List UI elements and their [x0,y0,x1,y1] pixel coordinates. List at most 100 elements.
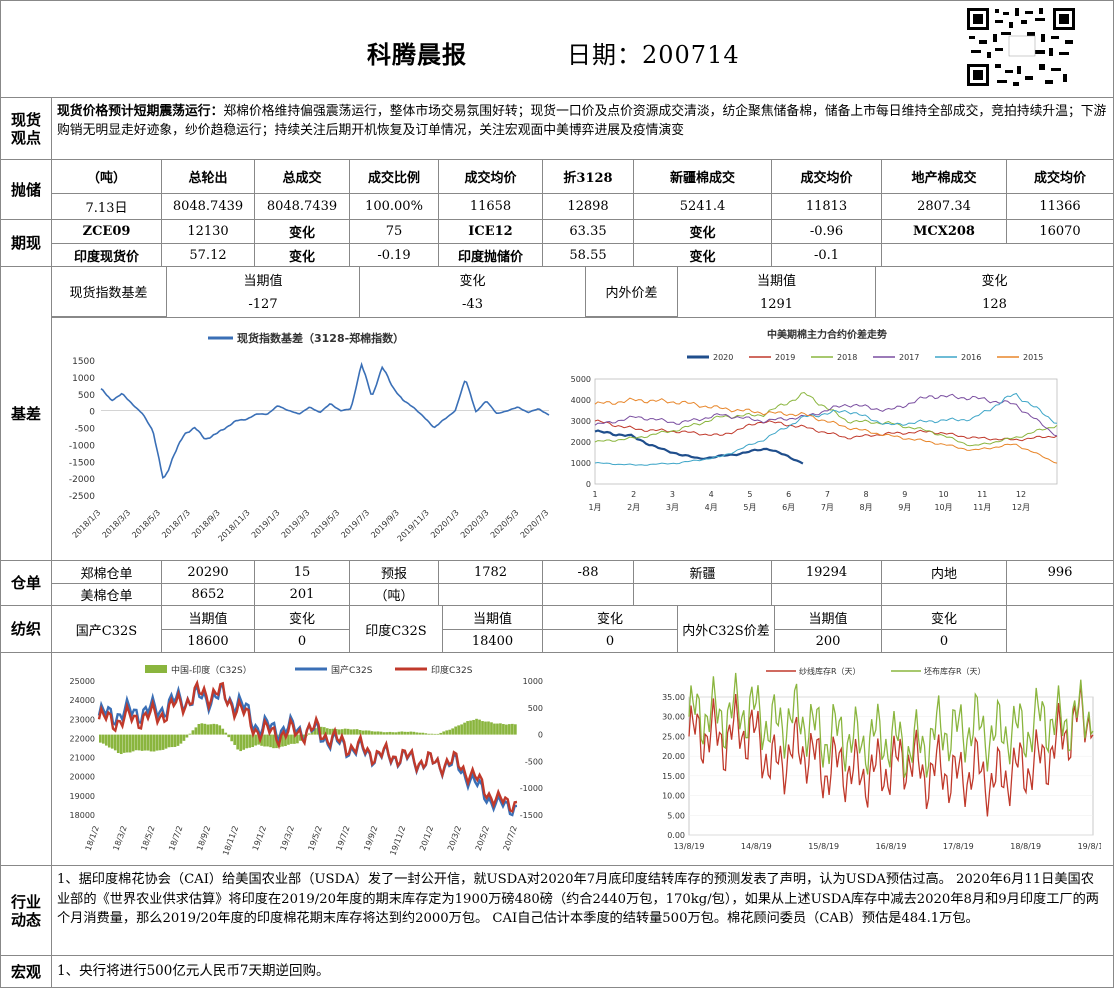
diff-bar [296,734,299,744]
diff-bar [200,723,204,735]
diff-bar [343,728,347,735]
diff-bar [257,734,260,745]
warehouse-r2-0: 美棉仓单 [51,583,161,606]
report-title: 科腾晨报 [367,40,467,69]
diff-bar [448,729,452,735]
diff-bar [245,734,248,749]
warehouse-r2-empty-4 [438,583,542,606]
diff-bar [170,734,174,748]
x-tick-label: 2018/7/3 [160,508,192,540]
warehouse-section: 仓单 郑棉仓单 20290 15 预报 1782 -88 新疆 19294 内地 996 美棉仓单 8… [1,561,1113,606]
diff-bar [397,731,401,735]
y-tick-label: 4000 [571,396,591,405]
diff-bar [293,734,296,744]
macro-text: 1、央行将进行500亿元人民币7天期逆回购。 [57,963,330,979]
textile-chg-1: 0 [542,629,677,653]
yarn-price-chart: 中国-印度（C32S） 国产C32S 印度C32S 18000 19000 20000 21… [70,664,543,857]
diff-bar [152,734,156,752]
diff-bar [104,734,108,746]
x-tick-label: 19/1/2 [251,825,268,852]
auction-side-label: 抛储 [1,160,52,219]
diff-bar [149,734,153,752]
diff-bar [400,731,404,735]
diff-bar [460,724,463,735]
futures-r2-0: 印度现货价 [51,243,161,267]
legend-label: 现货指数基差（3128-郑棉指数） [237,331,404,345]
x-tick-label: 19/9/2 [362,825,379,852]
x-tick-label: 9月 [898,503,911,512]
diff-bar [167,734,171,748]
diff-bar [433,733,437,735]
diff-bar [128,734,132,753]
diff-bar [236,734,240,750]
warehouse-r1-4: 1782 [438,561,542,583]
diff-bar [424,733,428,735]
diff-bar [466,721,469,735]
x-tick-label: 20/3/2 [446,825,463,852]
spread-chg-value: 128 [875,292,1113,317]
x-tick-label: 2020/5/3 [489,508,521,540]
diff-bar [191,730,195,735]
diff-bar [406,731,410,735]
y-tick-label: -500 [75,425,96,435]
y-tick-label: 3000 [571,417,591,426]
futures-r1-1: 12130 [161,220,254,243]
x-tick-label: 10月 [934,503,952,512]
x-tick-label: 2020/3/3 [459,508,491,540]
diff-bar [131,734,135,752]
x-tick-label: 4月 [705,503,718,512]
x-tick-label: 18/5/2 [139,825,156,852]
y-tick-label: -2000 [69,475,95,485]
y-tick-label: 24000 [70,696,95,705]
y2-tick-label: -1000 [520,784,543,793]
textile-empty [1006,606,1113,653]
futures-r2-3: -0.19 [349,243,438,267]
warehouse-r2-empty-5 [542,583,633,606]
diff-bar [197,723,201,735]
diff-bar [281,734,284,747]
diff-bar [107,734,111,748]
warehouse-r2-3: （吨） [349,583,438,606]
diff-bar [140,734,144,751]
industry-section: 行业 动态 1、据印度棉花协会（CAI）给美国农业部（USDA）发了一封公开信，就… [1,866,1113,956]
auction-header-5: 折3128 [542,160,633,193]
x-tick-label: 18/8/19 [1010,842,1041,851]
inventory-chart: 纱线库存R（天） 坯布库存R（天） 35.00 30.00 25.00 20.00 15.0… [662,666,1101,851]
warehouse-r1-9: 996 [1006,561,1113,583]
auction-header-9: 成交均价 [1006,160,1113,193]
auction-value-5: 12898 [542,193,633,220]
textile-side-label: 纺织 [1,606,52,652]
diff-bar [469,720,472,735]
x-tick-label: 6月 [782,503,795,512]
x-tick-label: 19/5/2 [307,825,324,852]
basis-chart: 现货指数基差（3128-郑棉指数） 1500 1000 500 0 -500 -1000 -1… [69,331,551,543]
x-tick-label: 18/11/2 [221,825,240,857]
diff-bar [445,730,449,735]
x-tick-label: 2018/5/3 [130,508,162,540]
x-tick-label: 1月 [588,503,601,512]
auction-section: 抛储 （吨） 总轮出 总成交 成交比例 成交均价 折3128 新疆棉成交 成交均价 地产棉成交成… [1,160,1113,220]
auction-header-7: 成交均价 [771,160,881,193]
textile-chg-label-0: 变化 [254,606,349,629]
y-tick-label: 0.00 [667,831,685,840]
futures-r2-2: 变化 [254,243,349,267]
y2-tick-label: 1000 [523,677,543,686]
diff-bar [328,728,332,735]
warehouse-r1-8: 内地 [881,561,1006,583]
futures-r1-9: 16070 [1006,220,1113,243]
industry-side-label: 行业 动态 [1,866,52,955]
diff-bar [427,733,431,735]
diff-bar [490,722,493,735]
spot-view-side-label: 现货 观点 [1,98,52,159]
auction-header-0: （吨） [51,160,161,193]
diff-bar [308,733,311,735]
basis-cur-label: 当期值 [166,267,359,292]
report-header: 科腾晨报 日期：200714 [1,1,1113,98]
x-tick-label: 7月 [821,503,834,512]
x-tick-num: 8 [864,490,869,499]
diff-bar [313,728,317,735]
diff-bar [511,723,514,735]
diff-bar [391,732,395,735]
auction-value-2: 8048.7439 [254,193,349,220]
